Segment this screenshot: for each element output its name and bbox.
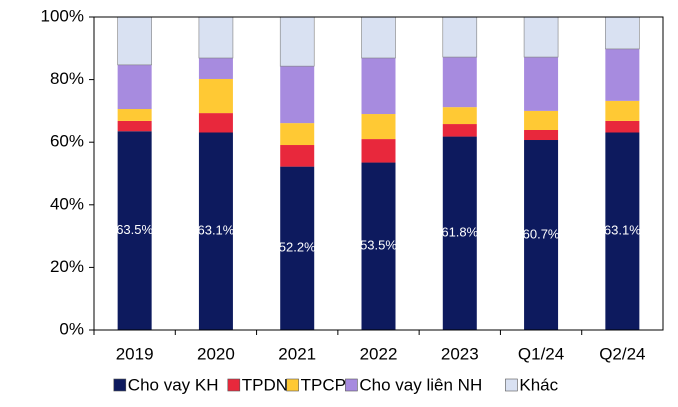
value-label: 60.7% bbox=[523, 226, 560, 241]
bar-segment bbox=[280, 123, 315, 146]
bar-segment bbox=[198, 16, 234, 59]
bar-segment bbox=[117, 131, 152, 330]
bar-segment bbox=[361, 114, 396, 140]
legend-swatch bbox=[286, 378, 299, 392]
bar-segment bbox=[117, 109, 152, 121]
legend-label: Cho vay KH bbox=[128, 375, 219, 394]
value-label: 53.5% bbox=[360, 238, 397, 253]
bar-segment bbox=[279, 16, 315, 67]
value-label: 61.8% bbox=[441, 225, 478, 240]
bar-segment bbox=[524, 129, 559, 141]
bar-segment bbox=[605, 100, 640, 121]
bar-segment bbox=[442, 57, 477, 108]
legend-swatch bbox=[113, 378, 127, 392]
x-tick-label: Q1/24 bbox=[518, 344, 564, 363]
legend-label: Cho vay liên NH bbox=[359, 375, 482, 394]
bar-segment bbox=[198, 58, 233, 79]
bar-segment bbox=[198, 78, 233, 114]
y-tick-label: 100% bbox=[41, 6, 84, 25]
legend-swatch bbox=[227, 378, 241, 392]
bar-segment bbox=[280, 66, 315, 124]
bar-segment bbox=[280, 166, 315, 330]
x-tick-label: 2020 bbox=[197, 344, 235, 363]
y-tick-label: 20% bbox=[50, 257, 84, 276]
legend-label: Khác bbox=[519, 375, 558, 394]
legend-label: TPCP bbox=[301, 375, 346, 394]
x-tick-label: 2019 bbox=[116, 344, 154, 363]
x-tick-label: 2022 bbox=[360, 344, 398, 363]
bar-segment bbox=[361, 139, 396, 163]
bar-segment bbox=[524, 110, 559, 130]
bar-segment bbox=[605, 120, 640, 133]
y-tick-label: 40% bbox=[50, 194, 84, 213]
legend-label: TPDN bbox=[242, 375, 288, 394]
value-label: 63.1% bbox=[604, 223, 641, 238]
bar-segment bbox=[280, 145, 315, 167]
bar-segment bbox=[442, 136, 477, 330]
bar-segment bbox=[117, 16, 152, 66]
bar-segment bbox=[442, 124, 477, 137]
bar-segment bbox=[198, 113, 233, 133]
value-label: 63.5% bbox=[116, 222, 153, 237]
bar-segment bbox=[117, 64, 152, 110]
y-tick-label: 80% bbox=[50, 69, 84, 88]
bar-segment bbox=[524, 57, 559, 111]
y-tick-label: 0% bbox=[59, 319, 84, 338]
value-label: 63.1% bbox=[197, 223, 234, 238]
x-tick-label: Q2/24 bbox=[599, 344, 645, 363]
x-tick-label: 2023 bbox=[441, 344, 479, 363]
legend-swatch bbox=[505, 378, 518, 392]
bar-segment bbox=[523, 16, 559, 58]
bar-segment bbox=[524, 140, 559, 330]
bar-segment bbox=[442, 16, 478, 58]
bar-segment bbox=[198, 132, 233, 330]
bar-segment bbox=[605, 16, 640, 50]
bar-segment bbox=[361, 58, 396, 115]
x-tick-label: 2021 bbox=[278, 344, 316, 363]
bar-segment bbox=[605, 48, 640, 101]
bar-segment bbox=[361, 16, 396, 59]
bar-segment bbox=[117, 120, 152, 132]
y-tick-label: 60% bbox=[50, 132, 84, 151]
bar-segment bbox=[442, 107, 477, 125]
bar-segment bbox=[361, 162, 396, 330]
value-label: 52.2% bbox=[279, 240, 316, 255]
plot-frame bbox=[93, 16, 664, 331]
bar-segment bbox=[605, 132, 640, 330]
legend-swatch bbox=[345, 378, 358, 392]
